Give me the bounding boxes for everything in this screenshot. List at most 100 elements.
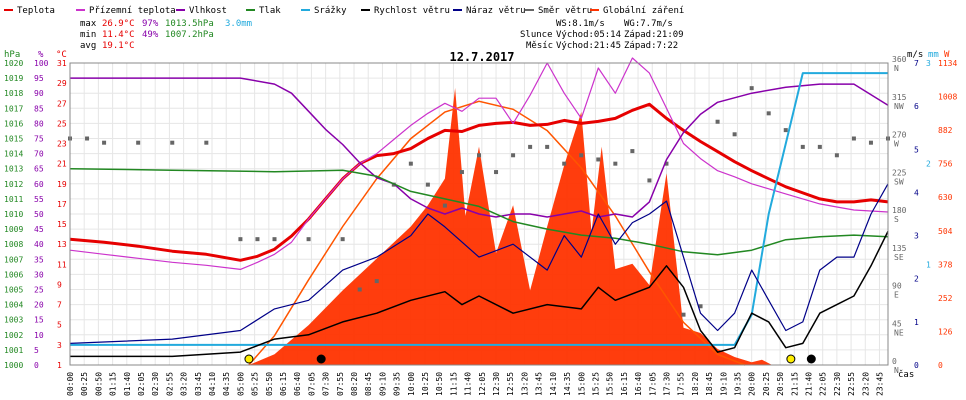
rain-tick-label: 3 — [926, 59, 931, 68]
temp-tick-label: 11 — [57, 260, 67, 269]
time-tick-label: 09:10 — [378, 372, 387, 396]
rain-tick-label: 2 — [926, 160, 931, 169]
time-tick-label: 10:50 — [435, 372, 444, 396]
legend-label: Srážky — [314, 6, 347, 16]
marker-sunset — [786, 354, 796, 364]
wind-direction-point — [306, 237, 311, 242]
series-line — [69, 57, 889, 270]
hpa-tick-label: 1018 — [4, 89, 23, 98]
direction-deg-label: 225 — [892, 168, 907, 177]
radiation-tick-label: 252 — [938, 294, 953, 303]
time-tick-label: 01:40 — [123, 372, 132, 396]
wind-direction-point — [545, 144, 550, 149]
pct-tick-label: 65 — [34, 165, 44, 174]
time-tick-label: 05:50 — [265, 372, 274, 396]
time-tick-label: 00:50 — [94, 372, 103, 396]
temp-tick-label: 25 — [57, 119, 67, 128]
time-tick-label: 05:00 — [236, 372, 245, 396]
hpa-tick-label: 1005 — [4, 286, 23, 295]
time-tick-label: 19:35 — [733, 372, 742, 396]
radiation-tick-label: 756 — [938, 160, 953, 169]
time-tick-label: 02:55 — [165, 372, 174, 396]
wind-direction-point — [749, 86, 754, 91]
time-tick-label: 17:05 — [648, 372, 657, 396]
direction-deg-label: 315 — [892, 93, 907, 102]
hpa-tick-label: 1010 — [4, 210, 23, 219]
series-line — [69, 167, 889, 256]
time-tick-label: 23:45 — [875, 372, 884, 396]
time-tick-label: 01:15 — [109, 372, 118, 396]
marker-moonrise — [806, 354, 816, 364]
time-tick-label: 02:30 — [151, 372, 160, 396]
time-tick-label: 07:05 — [307, 372, 316, 396]
stat-max-rain: 3.0mm — [225, 19, 252, 29]
pct-tick-label: 60 — [34, 180, 44, 189]
tick-labels: 1000100110021003100410051006100710081009… — [4, 55, 957, 396]
pct-tick-label: 85 — [34, 104, 44, 113]
wind-speed-tick-label: 3 — [914, 232, 919, 241]
wind-direction-point — [834, 153, 839, 158]
rain-tick-label: 1 — [926, 260, 931, 269]
unit-mm: mm — [928, 50, 939, 60]
time-tick-label: 11:15 — [449, 372, 458, 396]
stat-max-temp: 26.9°C — [102, 19, 135, 29]
temp-tick-label: 9 — [57, 280, 62, 289]
radiation-area — [248, 88, 773, 366]
wind-direction-point — [425, 182, 430, 187]
pct-tick-label: 30 — [34, 270, 44, 279]
pct-tick-label: 20 — [34, 301, 44, 310]
time-tick-label: 20:25 — [762, 372, 771, 396]
stat-min-hum: 49% — [142, 30, 159, 40]
wind-direction-point — [817, 144, 822, 149]
pct-tick-label: 10 — [34, 331, 44, 340]
wind-direction-point — [698, 304, 703, 309]
direction-name-label: S — [894, 215, 899, 224]
temp-tick-label: 21 — [57, 160, 67, 169]
direction-name-label: NW — [894, 102, 904, 111]
wind-speed-tick-label: 0 — [914, 361, 919, 370]
wind-direction-point — [255, 237, 260, 242]
direction-name-label: NE — [894, 328, 904, 337]
time-tick-label: 21:15 — [790, 372, 799, 396]
info-sun-rise: Východ:05:14 — [556, 30, 621, 40]
hpa-tick-label: 1004 — [4, 301, 23, 310]
radiation-tick-label: 504 — [938, 227, 953, 236]
legend-label: Globální záření — [603, 6, 684, 16]
wind-direction-point — [715, 119, 720, 124]
legend-label: Teplota — [17, 6, 55, 16]
stat-max-label: max — [80, 19, 97, 29]
hpa-tick-label: 1011 — [4, 195, 23, 204]
hpa-tick-label: 1020 — [4, 59, 23, 68]
temp-tick-label: 5 — [57, 321, 62, 330]
info-moon-set: Západ:7:22 — [624, 41, 678, 51]
wind-direction-point — [732, 132, 737, 137]
unit-hpa: hPa — [4, 50, 20, 60]
series-line — [69, 183, 889, 344]
wind-speed-tick-label: 7 — [914, 59, 919, 68]
sun-moon-markers — [244, 354, 816, 364]
hpa-tick-label: 1006 — [4, 270, 23, 279]
direction-deg-label: 45 — [892, 319, 902, 328]
direction-deg-label: 360 — [892, 55, 907, 64]
time-tick-label: 16:15 — [620, 372, 629, 396]
hpa-tick-label: 1014 — [4, 150, 23, 159]
series-line — [69, 102, 889, 262]
time-tick-label: 12:05 — [478, 372, 487, 396]
wind-speed-tick-label: 2 — [914, 275, 919, 284]
unit-time: čas — [898, 369, 914, 380]
stat-avg-temp: 19.1°C — [102, 41, 135, 51]
wind-direction-point — [170, 140, 175, 145]
time-tick-label: 10:00 — [407, 372, 416, 396]
wind-direction-point — [766, 111, 771, 116]
time-tick-label: 20:50 — [776, 372, 785, 396]
pct-tick-label: 35 — [34, 255, 44, 264]
time-tick-label: 16:40 — [634, 372, 643, 396]
wind-speed-tick-label: 4 — [914, 188, 919, 197]
wind-direction-point — [783, 128, 788, 133]
hpa-tick-label: 1002 — [4, 331, 23, 340]
hpa-tick-label: 1001 — [4, 346, 23, 355]
pct-tick-label: 80 — [34, 119, 44, 128]
legend: Teplota Přízemní teplota Vlhkost Tlak Srážky… — [4, 6, 684, 16]
info-moon-label: Měsíc — [526, 41, 553, 51]
time-tick-label: 13:45 — [535, 372, 544, 396]
